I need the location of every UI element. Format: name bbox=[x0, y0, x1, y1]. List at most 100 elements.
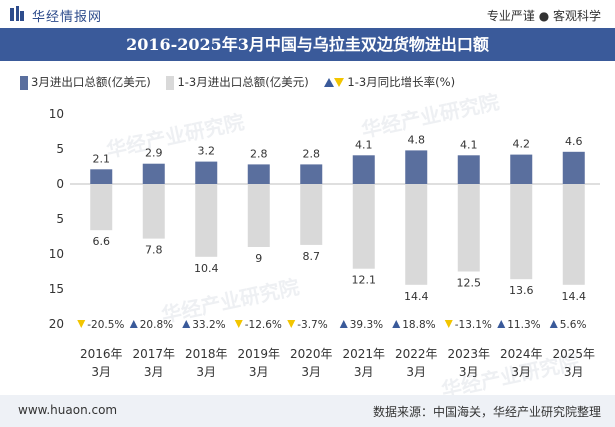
data-label-ytd: 12.1 bbox=[352, 274, 377, 287]
x-tick-label-year: 2023年 bbox=[447, 347, 490, 361]
data-label-march: 2.1 bbox=[93, 152, 111, 165]
data-label-march: 2.8 bbox=[250, 147, 268, 160]
growth-label: -12.6% bbox=[245, 319, 282, 331]
data-label-ytd: 8.7 bbox=[303, 250, 321, 263]
x-tick-label-month: 3月 bbox=[511, 365, 531, 379]
growth-up-triangle bbox=[182, 320, 191, 328]
x-tick-label-month: 3月 bbox=[91, 365, 111, 379]
bar-ytd bbox=[457, 184, 480, 272]
x-tick-label-month: 3月 bbox=[144, 365, 164, 379]
top-bar: 华经情报网 专业严谨 ● 客观科学 bbox=[0, 0, 615, 28]
x-tick-label-year: 2019年 bbox=[237, 347, 280, 361]
bar-march bbox=[90, 169, 113, 184]
bar-ytd bbox=[300, 184, 323, 245]
growth-label: -20.5% bbox=[87, 319, 124, 331]
x-tick-label-year: 2024年 bbox=[500, 347, 543, 361]
data-label-march: 3.2 bbox=[198, 145, 216, 158]
bar-march bbox=[142, 163, 165, 184]
y-tick-label: 10 bbox=[49, 107, 64, 121]
data-label-march: 2.8 bbox=[303, 147, 321, 160]
x-tick-label-month: 3月 bbox=[406, 365, 426, 379]
growth-down-triangle bbox=[77, 320, 86, 328]
growth-label: 5.6% bbox=[560, 319, 587, 331]
bar-ytd bbox=[352, 184, 375, 269]
bar-march bbox=[247, 164, 270, 184]
growth-down-triangle bbox=[234, 320, 243, 328]
growth-label: 33.2% bbox=[192, 319, 225, 331]
data-label-march: 4.6 bbox=[565, 135, 583, 148]
bar-march bbox=[300, 164, 323, 184]
growth-label: -3.7% bbox=[297, 319, 327, 331]
data-label-ytd: 13.6 bbox=[509, 284, 534, 297]
growth-label: 39.3% bbox=[350, 319, 383, 331]
growth-down-triangle bbox=[287, 320, 296, 328]
bar-ytd bbox=[247, 184, 270, 247]
website-link[interactable]: www.huaon.com bbox=[18, 403, 118, 417]
growth-down-triangle bbox=[444, 320, 453, 328]
brand-name: 华经情报网 bbox=[32, 10, 103, 25]
y-tick-label: 5 bbox=[56, 212, 64, 226]
data-label-ytd: 14.4 bbox=[404, 290, 429, 303]
growth-up-triangle bbox=[392, 320, 401, 328]
data-label-ytd: 14.4 bbox=[562, 290, 587, 303]
data-label-ytd: 7.8 bbox=[145, 244, 163, 257]
legend-item-growth: 1-3月同比增长率(%) bbox=[324, 74, 455, 90]
bar-march bbox=[405, 150, 428, 184]
x-tick-label-year: 2016年 bbox=[80, 347, 123, 361]
legend-up-triangle-icon bbox=[324, 78, 335, 87]
data-label-march: 4.8 bbox=[408, 133, 426, 146]
x-tick-label-year: 2017年 bbox=[132, 347, 175, 361]
growth-up-triangle bbox=[339, 320, 348, 328]
bar-ytd bbox=[142, 184, 165, 239]
legend-down-triangle-icon bbox=[334, 78, 345, 87]
bar-march bbox=[352, 155, 375, 184]
bar-ytd bbox=[405, 184, 428, 285]
x-tick-label-month: 3月 bbox=[196, 365, 216, 379]
x-tick-label-month: 3月 bbox=[301, 365, 321, 379]
legend-item-ytd: 1-3月进出口总额(亿美元) bbox=[166, 74, 309, 90]
chart: 10 5 0 5 10 15 20 2.1 6.6 -20.5% 2016年 3月 2.9 7.8 20.8… bbox=[49, 107, 600, 379]
growth-up-triangle bbox=[549, 320, 558, 328]
bar-ytd bbox=[510, 184, 533, 280]
legend-label-march: 3月进出口总额(亿美元) bbox=[31, 75, 151, 89]
growth-label: 18.8% bbox=[402, 319, 435, 331]
bar-march bbox=[562, 151, 585, 184]
legend: 3月进出口总额(亿美元) 1-3月进出口总额(亿美元) 1-3月同比增长率(%) bbox=[20, 74, 467, 90]
y-tick-label: 15 bbox=[49, 282, 64, 296]
x-tick-label-month: 3月 bbox=[459, 365, 479, 379]
data-label-march: 2.9 bbox=[145, 147, 163, 160]
data-label-march: 4.1 bbox=[355, 138, 373, 151]
growth-up-triangle bbox=[497, 320, 506, 328]
data-label-ytd: 6.6 bbox=[93, 235, 111, 248]
data-label-march: 4.1 bbox=[460, 138, 478, 151]
logo-icon bbox=[10, 6, 24, 21]
bar-march bbox=[510, 154, 533, 184]
bar-march bbox=[195, 161, 218, 184]
y-tick-label: 20 bbox=[49, 317, 64, 331]
title-bar: 2016-2025年3月中国与乌拉圭双边货物进出口额 bbox=[0, 28, 615, 61]
legend-label-ytd: 1-3月进出口总额(亿美元) bbox=[177, 75, 309, 89]
data-source: 数据来源：中国海关，华经产业研究院整理 bbox=[372, 405, 601, 419]
legend-swatch-ytd bbox=[166, 75, 175, 90]
y-tick-label: 5 bbox=[56, 142, 64, 156]
x-tick-label-year: 2021年 bbox=[342, 347, 385, 361]
data-label-ytd: 10.4 bbox=[194, 262, 219, 275]
y-tick-label: 10 bbox=[49, 247, 64, 261]
x-tick-label-year: 2018年 bbox=[185, 347, 228, 361]
growth-label: 11.3% bbox=[507, 319, 540, 331]
footer: www.huaon.com 数据来源：中国海关，华经产业研究院整理 bbox=[0, 395, 615, 427]
slogan: 专业严谨 ● 客观科学 bbox=[486, 9, 601, 23]
data-label-ytd: 12.5 bbox=[457, 277, 482, 290]
data-label-march: 4.2 bbox=[513, 138, 531, 151]
y-tick-label: 0 bbox=[56, 177, 64, 191]
bar-ytd bbox=[562, 184, 585, 285]
chart-title: 2016-2025年3月中国与乌拉圭双边货物进出口额 bbox=[126, 35, 489, 54]
x-tick-label-year: 2025年 bbox=[552, 347, 595, 361]
data-label-ytd: 9 bbox=[255, 252, 262, 265]
legend-label-growth: 1-3月同比增长率(%) bbox=[347, 75, 456, 89]
bar-march bbox=[457, 155, 480, 184]
growth-label: -13.1% bbox=[455, 319, 492, 331]
growth-label: 20.8% bbox=[140, 319, 173, 331]
legend-swatch-march bbox=[20, 75, 28, 90]
bar-ytd bbox=[90, 184, 113, 231]
